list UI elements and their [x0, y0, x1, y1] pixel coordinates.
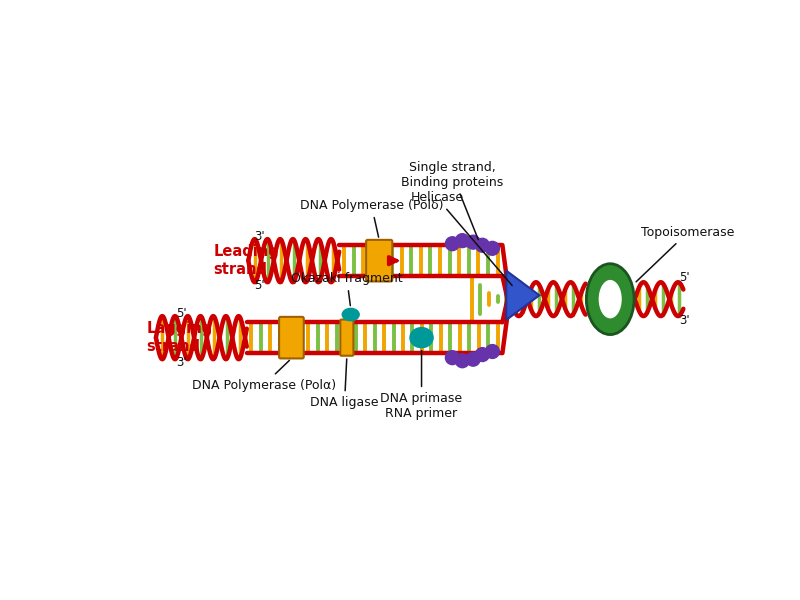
Text: DNA primase
RNA primer: DNA primase RNA primer: [381, 350, 462, 420]
FancyBboxPatch shape: [279, 317, 304, 358]
Text: 3': 3': [679, 314, 690, 327]
Text: Okazaki fragment: Okazaki fragment: [291, 272, 402, 305]
Polygon shape: [506, 271, 539, 320]
Circle shape: [446, 351, 459, 365]
Circle shape: [475, 347, 490, 362]
Circle shape: [455, 354, 470, 368]
FancyBboxPatch shape: [340, 320, 354, 356]
Text: Topoisomerase: Topoisomerase: [636, 226, 734, 282]
Text: DNA Polymerase (Polδ): DNA Polymerase (Polδ): [300, 199, 443, 237]
Ellipse shape: [586, 264, 634, 335]
Text: 5': 5': [176, 307, 186, 320]
Text: 3': 3': [254, 230, 265, 242]
Text: 3': 3': [176, 356, 186, 369]
Text: 5': 5': [679, 271, 690, 284]
Text: Lagging
strand: Lagging strand: [146, 322, 213, 354]
Circle shape: [486, 344, 499, 358]
Text: 5': 5': [254, 279, 265, 292]
Circle shape: [466, 235, 480, 249]
Text: DNA Polymerase (Polα): DNA Polymerase (Polα): [192, 361, 336, 392]
Ellipse shape: [410, 328, 433, 347]
Circle shape: [475, 238, 490, 252]
Text: Helicase: Helicase: [410, 191, 512, 286]
Circle shape: [446, 237, 459, 251]
Text: DNA ligase: DNA ligase: [310, 359, 379, 409]
Circle shape: [455, 233, 470, 248]
Text: Single strand,
Binding proteins: Single strand, Binding proteins: [402, 161, 503, 239]
FancyBboxPatch shape: [366, 240, 392, 281]
Ellipse shape: [342, 308, 359, 321]
Text: Leading
strand: Leading strand: [214, 244, 279, 277]
Circle shape: [466, 352, 480, 366]
Circle shape: [486, 241, 499, 255]
Ellipse shape: [598, 280, 622, 319]
